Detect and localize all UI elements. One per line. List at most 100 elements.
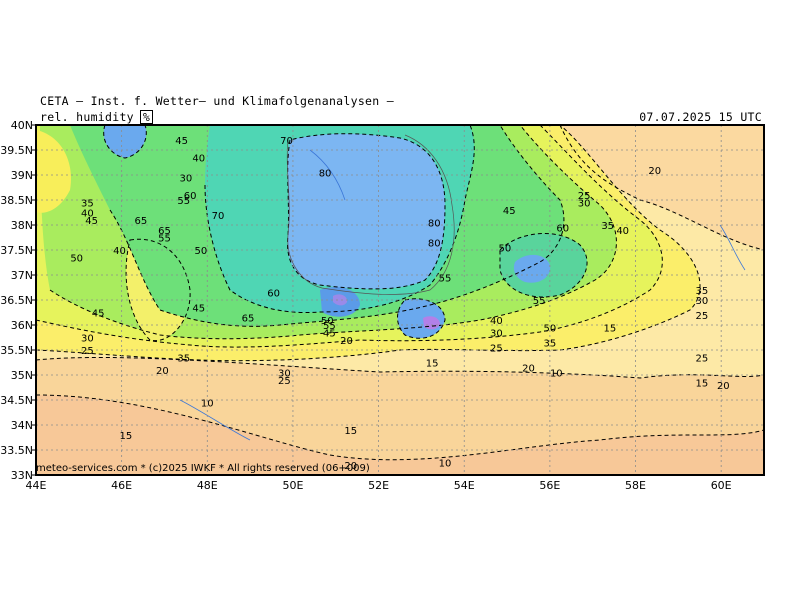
latitude-label: 36N: [11, 319, 33, 332]
longitude-label: 60E: [711, 479, 732, 492]
contour-label: 40: [490, 316, 503, 327]
contour-label: 55: [158, 234, 171, 245]
coastal-peak-west: [333, 294, 348, 306]
contour-label: 30: [578, 199, 591, 210]
latitude-label: 35.5N: [0, 344, 33, 357]
latitude-label: 36.5N: [0, 294, 33, 307]
contour-label: 10: [439, 459, 452, 470]
contour-label: 80: [428, 239, 441, 250]
longitude-label: 52E: [368, 479, 389, 492]
longitude-label: 50E: [282, 479, 303, 492]
axis-ticks: 44E 46E 48E 50E 52E 54E 56E 58E 60E 40N 39.5N 39N 38…: [0, 119, 731, 492]
contour-label: 25: [490, 344, 503, 355]
contour-label: 35: [601, 221, 614, 232]
longitude-label: 54E: [454, 479, 475, 492]
contour-label: 30: [180, 174, 193, 185]
latitude-label: 33N: [11, 469, 33, 482]
contour-label: 20: [522, 364, 535, 375]
contour-label: 15: [603, 324, 616, 335]
contour-label: 30: [490, 329, 503, 340]
contour-label: 20: [156, 366, 169, 377]
latitude-label: 34N: [11, 419, 33, 432]
contour-label: 30: [278, 369, 291, 380]
contour-label: 65: [242, 314, 255, 325]
contour-label: 45: [323, 329, 336, 340]
contour-label: 10: [201, 399, 214, 410]
valid-time: 07.07.2025 15 UTC: [639, 110, 762, 124]
coastline-caspian: [286, 134, 455, 295]
contour-label: 45: [192, 304, 205, 315]
nw-moist-spot: [103, 125, 147, 158]
contour-label: 20: [340, 336, 353, 347]
contour-label: 20: [344, 461, 357, 472]
contour-label: 35: [544, 339, 557, 350]
variable-name: rel. humidity: [40, 110, 134, 124]
contour-label: 45: [92, 309, 105, 320]
humidity-field: 7040453060557065354045655550405080808060…: [36, 125, 764, 475]
contour-label: 55: [177, 196, 190, 207]
contour-label: 15: [426, 359, 439, 370]
variable-label: rel. humidity%: [40, 110, 154, 124]
copyright-credit: meteo-services.com * (c)2025 IWKF * All …: [36, 463, 370, 474]
contour-label: 70: [212, 211, 225, 222]
contour-label: 30: [696, 296, 709, 307]
latitude-label: 37.5N: [0, 244, 33, 257]
latitude-label: 38N: [11, 219, 33, 232]
contour-label: 50: [499, 244, 512, 255]
contour-label: 80: [428, 219, 441, 230]
contour-label: 15: [120, 431, 133, 442]
contour-label: 65: [158, 226, 171, 237]
contour-label: 50: [544, 324, 557, 335]
latitude-label: 33.5N: [0, 444, 33, 457]
contour-label: 45: [175, 136, 188, 147]
contour-label: 25: [578, 191, 591, 202]
longitude-label: 46E: [111, 479, 132, 492]
contour-label: 20: [717, 381, 730, 392]
latitude-label: 37N: [11, 269, 33, 282]
contour-label: 15: [696, 379, 709, 390]
latitude-label: 34.5N: [0, 394, 33, 407]
contour-label: 65: [135, 216, 148, 227]
contour-label: 40: [192, 154, 205, 165]
contour-label: 60: [184, 191, 197, 202]
contour-lines: [36, 125, 764, 461]
lat-lon-grid: [36, 125, 764, 475]
longitude-label: 44E: [26, 479, 47, 492]
longitude-label: 56E: [539, 479, 560, 492]
contour-label: 35: [177, 354, 190, 365]
longitude-label: 48E: [197, 479, 218, 492]
contour-label: 50: [70, 254, 83, 265]
map-title: CETA — Inst. f. Wetter— und Klimafolgena…: [40, 94, 394, 108]
contour-label: 70: [280, 136, 293, 147]
contour-label: 25: [278, 376, 291, 387]
contour-label: 55: [533, 296, 546, 307]
longitude-label: 58E: [625, 479, 646, 492]
contour-label: 35: [696, 286, 709, 297]
contour-label: 40: [616, 226, 629, 237]
contour-label: 25: [696, 311, 709, 322]
unit-box: %: [139, 110, 154, 124]
contour-label: 50: [195, 246, 208, 257]
latitude-label: 40N: [11, 119, 33, 132]
latitude-label: 35N: [11, 369, 33, 382]
contour-label: 20: [648, 166, 661, 177]
latitude-label: 39.5N: [0, 144, 33, 157]
contour-label: 50: [321, 316, 334, 327]
contour-label: 60: [556, 224, 569, 235]
contour-label: 40: [81, 209, 94, 220]
contour-label: 30: [81, 334, 94, 345]
contour-label: 45: [503, 206, 516, 217]
contour-label: 25: [696, 354, 709, 365]
latitude-label: 38.5N: [0, 194, 33, 207]
contour-label: 80: [319, 169, 332, 180]
band-ne-dry: [560, 125, 764, 250]
pocket-west-1: [36, 130, 71, 213]
contour-label: 25: [81, 346, 94, 357]
rivers: [179, 149, 746, 441]
contour-label: 15: [344, 426, 357, 437]
contour-label: 45: [85, 216, 98, 227]
contour-label: 10: [550, 369, 563, 380]
contour-label: 35: [81, 199, 94, 210]
band-below-10: [36, 395, 764, 475]
